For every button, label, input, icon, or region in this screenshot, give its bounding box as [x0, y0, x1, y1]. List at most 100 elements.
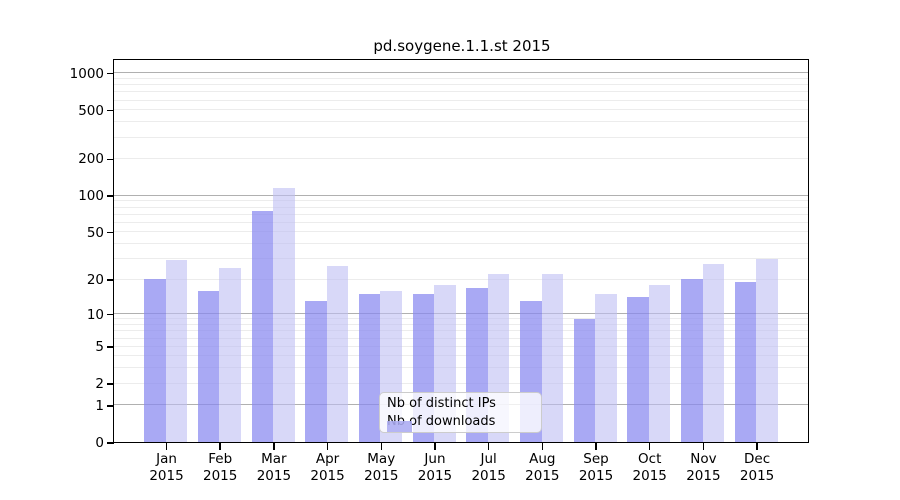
gridline-minor: [114, 109, 808, 111]
bar-dl-aug: [541, 274, 564, 442]
legend-swatch-downloads: [387, 421, 412, 432]
y-tick-mark: [107, 109, 114, 112]
chart-title: pd.soygene.1.1.st 2015: [373, 37, 551, 55]
gridline-major: [114, 72, 808, 74]
gridline-minor: [114, 257, 808, 259]
gridline-major: [114, 194, 808, 196]
plot-area: Nb of distinct IPs Nb of downloads: [113, 59, 809, 443]
gridline-minor: [114, 337, 808, 339]
x-tick-label-sep: Sep 2015: [578, 451, 614, 484]
x-tick-label-jan: Jan 2015: [149, 451, 184, 484]
legend-item-distinct-ips: Nb of distinct IPs: [387, 395, 541, 432]
legend: Nb of distinct IPs Nb of downloads: [379, 392, 542, 433]
bar-ips-apr: [305, 300, 327, 442]
gridline-minor: [114, 136, 808, 138]
y-tick-label: 2: [95, 376, 104, 393]
x-tick-label-apr: Apr 2015: [310, 451, 345, 484]
y-tick-label: 50: [86, 224, 104, 241]
x-tick-mark: [380, 443, 382, 450]
gridline-minor: [114, 221, 808, 223]
gridline-minor: [114, 382, 808, 384]
y-tick-label: 500: [78, 102, 104, 119]
y-tick-mark: [107, 405, 114, 407]
gridline-minor: [114, 324, 808, 326]
bar-ips-jan: [144, 279, 166, 442]
x-tick-label-mar: Mar 2015: [256, 451, 292, 484]
x-tick-mark: [595, 443, 597, 450]
x-tick-mark: [756, 443, 758, 450]
bar-dl-feb: [219, 267, 241, 442]
bar-dl-nov: [702, 263, 725, 442]
bar-ips-may: [358, 293, 381, 442]
y-tick-label: 0: [95, 434, 104, 451]
x-tick-label-may: May 2015: [364, 451, 399, 484]
x-tick-mark: [326, 443, 329, 450]
x-tick-mark: [702, 443, 705, 450]
gridline-minor: [114, 231, 808, 233]
gridline-minor: [114, 99, 808, 101]
bar-ips-mar: [251, 210, 274, 442]
y-tick-mark: [107, 72, 114, 75]
y-tick-mark: [107, 313, 114, 316]
bar-dl-mar: [273, 188, 295, 442]
x-tick-label-feb: Feb 2015: [203, 451, 238, 484]
bar-ips-sep: [573, 318, 596, 442]
x-tick-mark: [273, 443, 275, 450]
bar-dl-sep: [595, 293, 617, 442]
x-tick-mark: [219, 443, 221, 450]
y-tick-mark: [107, 383, 114, 385]
gridline-minor: [114, 158, 808, 160]
bar-dl-dec: [756, 258, 778, 442]
bar-ips-dec: [734, 281, 757, 442]
x-tick-label-aug: Aug 2015: [525, 451, 560, 484]
y-tick-mark: [107, 158, 114, 161]
gridline-minor: [114, 77, 808, 79]
x-tick-label-nov: Nov 2015: [686, 451, 721, 484]
gridline-minor: [114, 243, 808, 245]
x-tick-mark: [487, 443, 490, 450]
x-tick-mark: [648, 443, 651, 450]
gridline-minor: [114, 330, 808, 332]
bar-dl-jan: [165, 260, 188, 442]
y-tick-label: 5: [95, 339, 104, 356]
gridline-minor: [114, 121, 808, 123]
gridline-major: [114, 313, 808, 315]
legend-label-distinct-ips: Nb of distinct IPs: [387, 396, 496, 412]
gridline-minor: [114, 355, 808, 357]
y-tick-label: 10: [86, 306, 104, 323]
y-tick-label: 1000: [69, 65, 104, 82]
bar-ips-nov: [681, 279, 703, 442]
legend-label-downloads: Nb of downloads: [387, 413, 496, 429]
gridline-minor: [114, 213, 808, 215]
x-tick-label-jun: Jun 2015: [417, 451, 453, 484]
bar-dl-oct: [648, 284, 671, 442]
gridline-minor: [114, 206, 808, 208]
x-tick-mark: [541, 443, 544, 450]
y-tick-mark: [107, 279, 114, 281]
y-tick-mark: [107, 195, 114, 197]
gridline-minor: [114, 278, 808, 280]
bar-ips-feb: [197, 290, 220, 442]
y-tick-label: 200: [78, 151, 104, 168]
x-tick-label-jul: Jul 2015: [471, 451, 506, 484]
x-tick-mark: [434, 443, 436, 450]
gridline-minor: [114, 345, 808, 347]
gridline-minor: [114, 367, 808, 369]
y-tick-mark: [107, 231, 114, 234]
gridline-minor: [114, 200, 808, 202]
x-tick-label-dec: Dec 2015: [739, 451, 775, 484]
x-tick-label-oct: Oct 2015: [632, 451, 667, 484]
x-tick-mark: [165, 443, 168, 450]
gridline-minor: [114, 318, 808, 320]
y-tick-mark: [107, 442, 114, 444]
y-tick-label: 100: [78, 188, 104, 205]
y-tick-label: 1: [95, 397, 104, 414]
gridline-minor: [114, 91, 808, 93]
y-tick-label: 20: [86, 272, 104, 289]
legend-item-downloads: Nb of downloads: [387, 413, 541, 432]
bar-ips-oct: [627, 297, 649, 442]
gridline-minor: [114, 84, 808, 86]
y-tick-mark: [107, 346, 114, 348]
bar-dl-apr: [326, 265, 349, 442]
